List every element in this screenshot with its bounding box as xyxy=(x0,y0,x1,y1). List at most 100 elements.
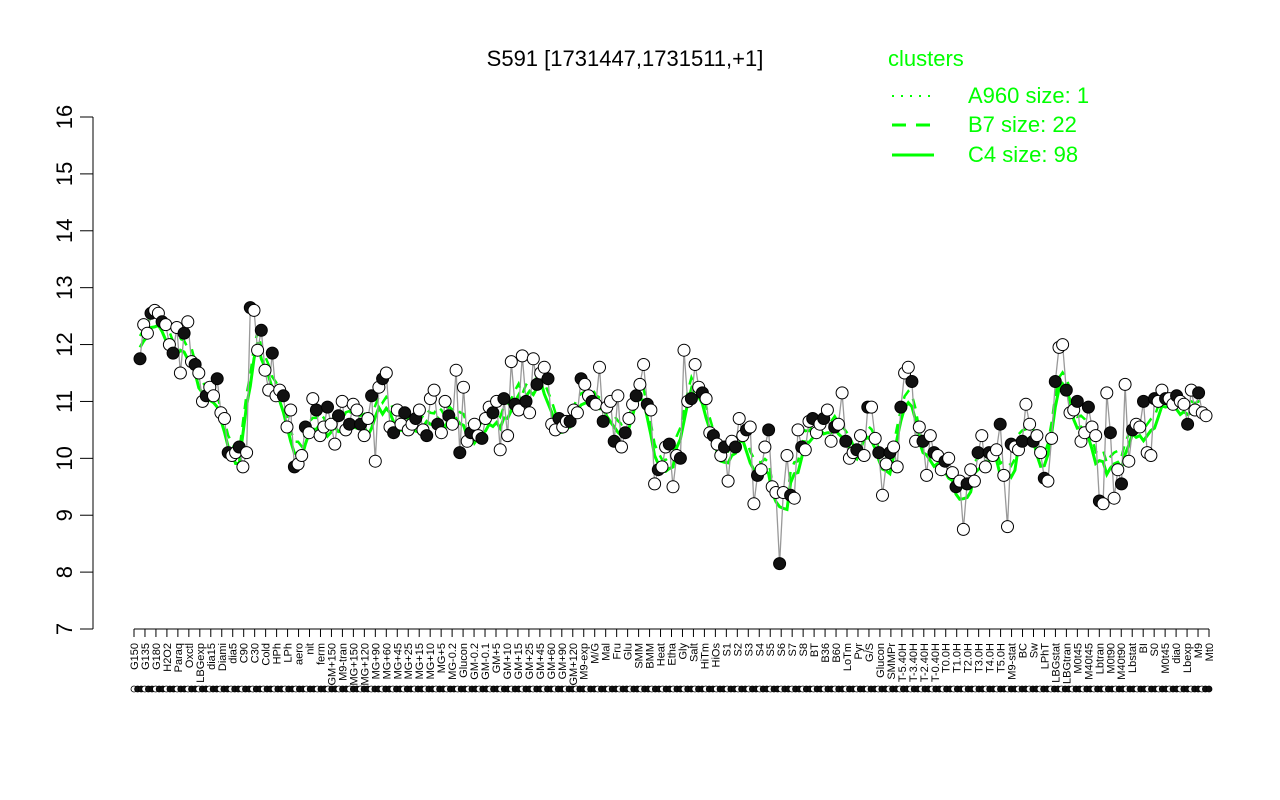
data-point xyxy=(894,400,908,414)
data-point xyxy=(570,406,584,420)
data-point xyxy=(177,326,191,340)
data-point xyxy=(593,360,606,374)
x-tick-label: MG-0.2 xyxy=(447,643,459,680)
data-point xyxy=(207,389,220,403)
y-tick-label: 10 xyxy=(52,446,77,470)
data-point xyxy=(218,412,231,425)
data-point xyxy=(666,480,680,494)
x-tick-label: G180 xyxy=(151,643,163,670)
x-tick-label: Etha xyxy=(667,642,679,666)
data-point xyxy=(578,377,592,391)
data-point xyxy=(173,366,187,380)
data-point xyxy=(332,409,345,423)
data-point xyxy=(412,403,426,417)
x-tick-label: B36 xyxy=(820,643,832,663)
data-point xyxy=(942,451,956,465)
x-tick-label: BT xyxy=(809,643,821,657)
x-tick-label: Paraq xyxy=(173,643,185,672)
data-point xyxy=(1122,454,1136,468)
data-point xyxy=(923,429,937,443)
data-point xyxy=(677,343,691,357)
x-tick-label: dia5 xyxy=(228,643,240,664)
x-tick-label: HPh xyxy=(272,643,284,664)
x-tick-label: GM+5 xyxy=(491,643,503,673)
x-tick-label: BMM xyxy=(645,643,657,669)
x-tick-label: Gly xyxy=(677,643,689,660)
x-tick-label: Heat xyxy=(656,643,668,666)
data-point xyxy=(368,454,382,468)
x-tick-label: S4 xyxy=(754,643,766,656)
x-tick-label: M40t90 xyxy=(1116,643,1128,680)
x-tick-label: Diami xyxy=(217,643,229,671)
data-point xyxy=(1103,426,1117,440)
data-point xyxy=(615,440,628,454)
data-point xyxy=(732,412,746,425)
x-tick-label: GM+60 xyxy=(546,643,558,679)
data-point xyxy=(324,417,338,431)
x-tick-label: Salt xyxy=(688,643,700,662)
data-point xyxy=(387,426,401,440)
x-tick-label: T2.0H xyxy=(963,643,975,673)
y-tick-label: 7 xyxy=(52,623,77,635)
x-tick-label: MG+150 xyxy=(348,643,360,686)
x-tick-label: M9-stat xyxy=(1007,643,1019,680)
data-point xyxy=(662,437,676,451)
x-tick-label: H2O2 xyxy=(162,643,174,672)
legend: clusters A960 size: 1 B7 size: 22 C4 siz… xyxy=(888,46,1089,167)
data-point xyxy=(835,386,849,400)
data-point xyxy=(1181,417,1195,431)
data-point xyxy=(449,363,463,377)
data-point xyxy=(1059,383,1073,397)
data-point xyxy=(721,474,735,488)
data-point xyxy=(398,406,412,420)
data-point xyxy=(1001,520,1014,534)
x-tick-label: LBGtran xyxy=(1061,643,1073,684)
x-tick-label: nit xyxy=(305,643,317,655)
data-point xyxy=(905,375,919,388)
data-point xyxy=(971,446,985,460)
data-point xyxy=(1115,477,1128,491)
x-tick-label: T1.0H xyxy=(952,643,964,673)
legend-label-a960: A960 size: 1 xyxy=(968,83,1089,108)
data-point xyxy=(876,488,889,502)
data-point xyxy=(350,403,364,417)
x-tick-label: LBGstat xyxy=(1050,643,1062,683)
x-tick-label: T5.0H xyxy=(996,643,1008,673)
x-tick-label: dia15 xyxy=(206,643,218,670)
data-point xyxy=(192,366,206,380)
data-point xyxy=(865,400,878,414)
data-point xyxy=(1144,449,1158,462)
y-tick-label: 16 xyxy=(52,105,77,129)
x-tick-label: C30 xyxy=(250,643,262,663)
x-tick-label: Glucon xyxy=(458,643,470,678)
data-point xyxy=(622,412,636,425)
data-point xyxy=(890,460,904,474)
x-tick-label: GM-0.2 xyxy=(469,643,481,680)
data-point xyxy=(990,443,1003,457)
data-point xyxy=(1048,375,1062,388)
data-point xyxy=(857,449,871,462)
data-point xyxy=(1041,474,1055,488)
data-point xyxy=(1034,446,1048,460)
legend-title: clusters xyxy=(888,46,964,71)
data-point xyxy=(166,346,180,360)
data-point xyxy=(247,303,261,317)
data-point xyxy=(648,477,662,491)
data-point xyxy=(1023,417,1037,431)
data-point xyxy=(159,318,173,332)
data-point xyxy=(887,440,901,454)
data-point xyxy=(295,449,309,462)
data-point xyxy=(427,383,441,397)
data-point xyxy=(258,363,272,377)
data-point xyxy=(1107,491,1121,505)
data-point xyxy=(747,497,761,511)
data-point xyxy=(515,349,529,363)
x-tick-label: MG+25 xyxy=(403,643,415,679)
data-point xyxy=(276,389,290,403)
data-point xyxy=(798,443,812,457)
data-point xyxy=(945,466,959,480)
data-point xyxy=(468,417,481,431)
x-tick-label: Pyr xyxy=(853,643,865,660)
y-tick-label: 9 xyxy=(52,509,77,521)
x-tick-label: G/S xyxy=(864,643,876,662)
